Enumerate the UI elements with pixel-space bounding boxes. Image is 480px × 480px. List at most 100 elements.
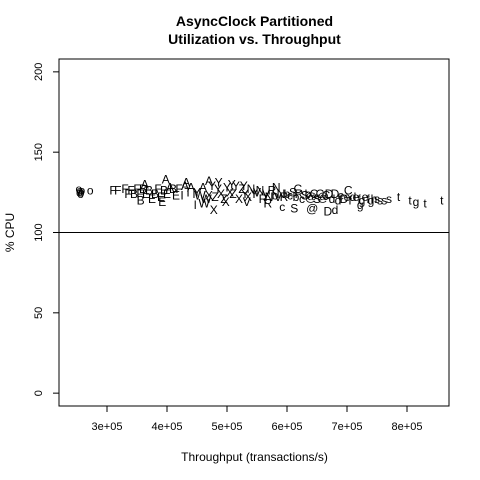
data-point: Y [241,187,249,201]
data-point: C [316,187,325,201]
data-point: W [194,189,206,203]
data-point: b [293,190,300,204]
data-point: c [279,200,285,214]
data-point: F [127,184,134,198]
data-point: @ [305,190,317,204]
data-point: c [299,192,305,206]
data-point: C [344,184,353,198]
data-point: X [244,190,252,204]
data-point: A [187,181,195,195]
data-point: s [377,193,383,207]
x-axis-label: Throughput (transactions/s) [181,450,328,464]
data-point: f [348,193,352,207]
data-point: g [368,193,375,207]
data-point: S [301,189,309,203]
data-point: e [344,190,351,204]
data-point: t [408,193,412,207]
data-point: o [77,184,84,198]
data-point: b [272,189,279,203]
data-point: Y [232,179,240,193]
data-point: l [194,198,197,212]
data-point: R [280,190,289,204]
data-point: B [160,184,168,198]
data-point: R [259,192,268,206]
data-point: A [166,181,174,195]
data-point: R [268,184,277,198]
data-point: E [163,187,171,201]
data-point: X [235,192,243,206]
data-point: S [289,185,297,199]
data-point: t [397,190,401,204]
data-point: X [222,195,230,209]
data-point: N [272,181,281,195]
x-tick-label: 6e+05 [272,421,303,433]
data-point: o [78,185,85,199]
data-point: Y [214,182,222,196]
data-point: t [440,193,444,207]
data-point: I [180,189,183,203]
data-point: @ [306,201,318,215]
data-point: S [313,192,321,206]
data-point: o [76,185,83,199]
data-point: E [142,187,150,201]
data-point: s [374,192,380,206]
data-point: C [293,182,302,196]
data-point: e [362,190,369,204]
data-point: A [162,172,170,186]
data-point: R [263,197,272,211]
data-point: g [413,195,420,209]
data-point: g [359,193,366,207]
x-tick-label: 3e+05 [92,421,123,433]
data-point: e [338,189,345,203]
data-point: B [145,184,153,198]
data-point: Y [208,179,216,193]
data-point: C [310,187,319,201]
data-point: s [386,192,392,206]
y-axis-label: % CPU [3,213,17,252]
data-point: A [205,174,213,188]
data-point: g [357,198,364,212]
data-point: T [184,185,192,199]
data-point: B [130,187,138,201]
data-point: E [158,195,166,209]
data-point: d [350,190,357,204]
data-point: S [290,201,298,215]
data-point: F [175,182,182,196]
data-point: o [77,187,84,201]
data-point: B [169,182,177,196]
data-point: Z [220,192,227,206]
x-tick-label: 8e+05 [392,421,423,433]
data-point: N [277,187,286,201]
data-point: X [210,203,218,217]
data-point: N [247,182,256,196]
data-point: V [243,195,251,209]
data-point: E [172,189,180,203]
data-point: A [141,177,149,191]
data-point: Z [238,182,245,196]
chart-title: AsyncClock Partitioned [176,13,333,29]
data-point: F [154,182,161,196]
data-point: s [381,193,387,207]
data-point: V [274,190,282,204]
data-point: A [182,176,190,190]
data-point: X [205,189,213,203]
data-point: B [151,187,159,201]
data-point: o [78,184,85,198]
data-point: h [371,192,378,206]
data-point: A [181,179,189,193]
data-point: Z [229,187,236,201]
data-point: N [265,190,274,204]
x-tick-label: 7e+05 [332,421,363,433]
data-point: t [423,197,427,211]
y-tick-label: 200 [33,63,45,81]
data-point: E [157,190,165,204]
data-point: C [322,189,331,203]
data-point: W [199,197,211,211]
data-point: b [305,187,312,201]
chart-subtitle: Utilization vs. Throughput [168,31,341,47]
data-point: X [217,187,225,201]
data-point: F [124,187,131,201]
data-point: D [331,187,340,201]
